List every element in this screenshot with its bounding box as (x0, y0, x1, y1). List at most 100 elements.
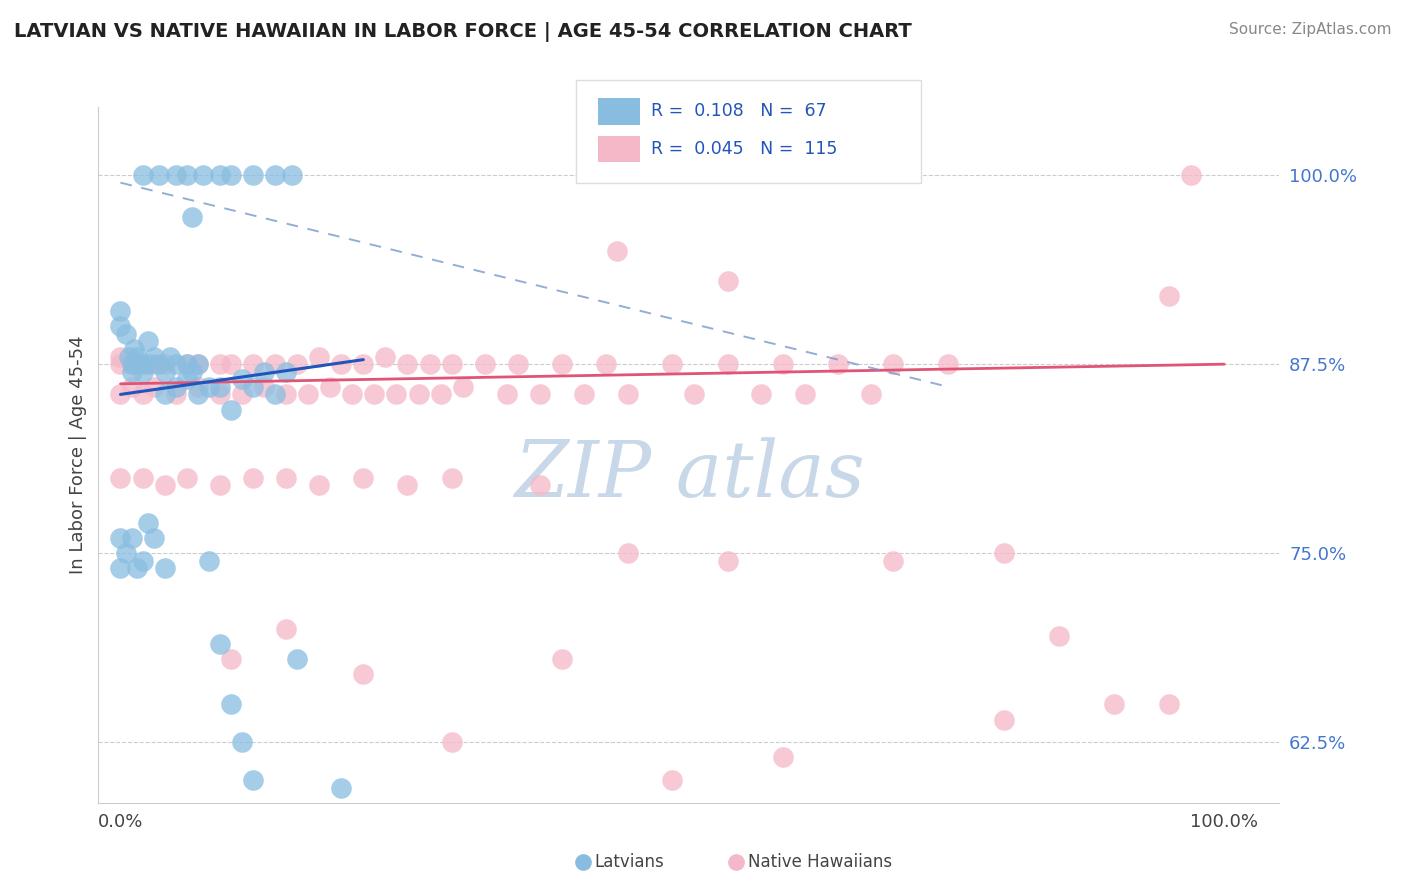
Point (352, 470, 374, 484)
Point (595, 357, 617, 371)
Point (176, 372, 198, 386)
Point (110, 304, 132, 318)
Point (187, 357, 209, 371)
Text: Latvians: Latvians (595, 853, 664, 871)
Point (136, 357, 159, 371)
Point (440, 735, 463, 749)
Point (827, 357, 849, 371)
Point (716, 357, 738, 371)
Point (274, 365, 297, 379)
Point (110, 387, 132, 401)
Point (131, 554, 153, 568)
Point (264, 387, 287, 401)
Point (142, 531, 165, 545)
Point (219, 698, 242, 712)
Point (125, 350, 148, 364)
Text: Native Hawaiians: Native Hawaiians (748, 853, 893, 871)
Point (374, 350, 396, 364)
Point (253, 365, 276, 379)
Point (153, 357, 176, 371)
Point (231, 372, 253, 386)
Point (993, 713, 1015, 727)
Point (187, 357, 209, 371)
Point (506, 357, 529, 371)
Point (110, 470, 132, 484)
Point (153, 561, 176, 575)
Point (148, 357, 170, 371)
Text: R =  0.045   N =  115: R = 0.045 N = 115 (651, 140, 838, 158)
Text: Source: ZipAtlas.com: Source: ZipAtlas.com (1229, 22, 1392, 37)
Point (165, 387, 187, 401)
Point (242, 380, 264, 394)
Point (474, 357, 496, 371)
Point (352, 357, 374, 371)
Point (142, 380, 165, 394)
Point (274, 622, 297, 636)
Point (285, 652, 308, 666)
Point (153, 387, 176, 401)
Point (176, 357, 198, 371)
Point (110, 531, 132, 545)
Point (772, 357, 794, 371)
Point (181, 365, 204, 379)
Point (122, 342, 145, 356)
Point (121, 357, 143, 371)
Point (208, 168, 231, 182)
Point (219, 402, 242, 417)
Point (551, 357, 574, 371)
Point (396, 357, 419, 371)
Point (683, 387, 706, 401)
Point (142, 357, 165, 371)
Point (529, 478, 551, 492)
Point (661, 357, 683, 371)
Point (187, 380, 209, 394)
Point (606, 244, 628, 258)
Point (661, 773, 683, 788)
Point (121, 531, 143, 545)
Point (330, 357, 353, 371)
Point (385, 387, 408, 401)
Point (253, 380, 276, 394)
Point (125, 561, 148, 575)
Point (131, 357, 153, 371)
Point (749, 387, 772, 401)
Point (1180, 168, 1202, 182)
Point (716, 554, 738, 568)
Text: LATVIAN VS NATIVE HAWAIIAN IN LABOR FORCE | AGE 45-54 CORRELATION CHART: LATVIAN VS NATIVE HAWAIIAN IN LABOR FORC… (14, 22, 912, 42)
Point (716, 274, 738, 288)
Point (129, 357, 152, 371)
Point (1157, 289, 1180, 303)
Y-axis label: In Labor Force | Age 45-54: In Labor Force | Age 45-54 (69, 335, 87, 574)
Point (208, 637, 231, 651)
Point (181, 211, 204, 225)
Point (193, 168, 215, 182)
Point (131, 365, 153, 379)
Point (308, 478, 330, 492)
Point (110, 357, 132, 371)
Point (793, 387, 815, 401)
Point (1102, 698, 1125, 712)
Point (363, 387, 385, 401)
Point (1047, 629, 1070, 643)
Point (408, 387, 430, 401)
Point (440, 470, 463, 484)
Point (342, 387, 364, 401)
Point (440, 357, 463, 371)
Point (219, 168, 242, 182)
Point (198, 554, 221, 568)
Point (429, 387, 451, 401)
Point (529, 387, 551, 401)
Point (208, 387, 231, 401)
Point (280, 168, 302, 182)
Text: R =  0.108   N =  67: R = 0.108 N = 67 (651, 103, 827, 120)
Point (136, 516, 159, 530)
Point (319, 380, 342, 394)
Point (110, 319, 132, 334)
Point (153, 478, 176, 492)
Point (1157, 698, 1180, 712)
Point (495, 387, 517, 401)
Point (451, 380, 474, 394)
Point (617, 546, 640, 560)
Point (131, 387, 153, 401)
Point (176, 357, 198, 371)
